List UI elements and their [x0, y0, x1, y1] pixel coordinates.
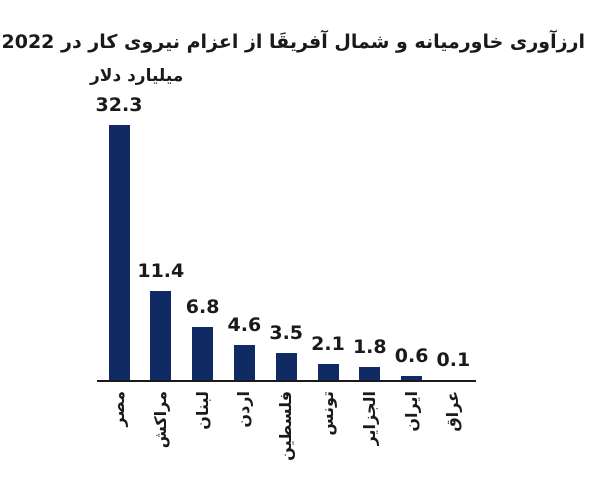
- bar: [108, 125, 130, 381]
- bar: [192, 327, 214, 381]
- x-axis-line: [97, 380, 476, 382]
- chart-title: ارزآوری خاورمیانه و شمال آفریقَا از اعزا…: [1, 31, 586, 53]
- bar-value-label: 0.6: [394, 345, 429, 367]
- bar: [150, 291, 172, 381]
- bar-value-label: 1.8: [352, 336, 387, 358]
- bar: [401, 376, 423, 381]
- bar-value-label: 0.1: [436, 349, 471, 371]
- bar-value-label: 2.1: [311, 333, 345, 355]
- y-axis-unit-label: میلیارد دلار: [90, 66, 184, 86]
- bar-value-label: 11.4: [137, 260, 185, 282]
- bar: [233, 345, 255, 381]
- bar: [317, 364, 339, 381]
- bar: [359, 367, 381, 381]
- bar-value-label: 6.8: [185, 296, 220, 318]
- bar-value-label: 3.5: [269, 322, 304, 344]
- bar-value-label: 4.6: [227, 314, 262, 336]
- bar-value-label: 32.3: [95, 94, 143, 116]
- bar: [275, 353, 297, 381]
